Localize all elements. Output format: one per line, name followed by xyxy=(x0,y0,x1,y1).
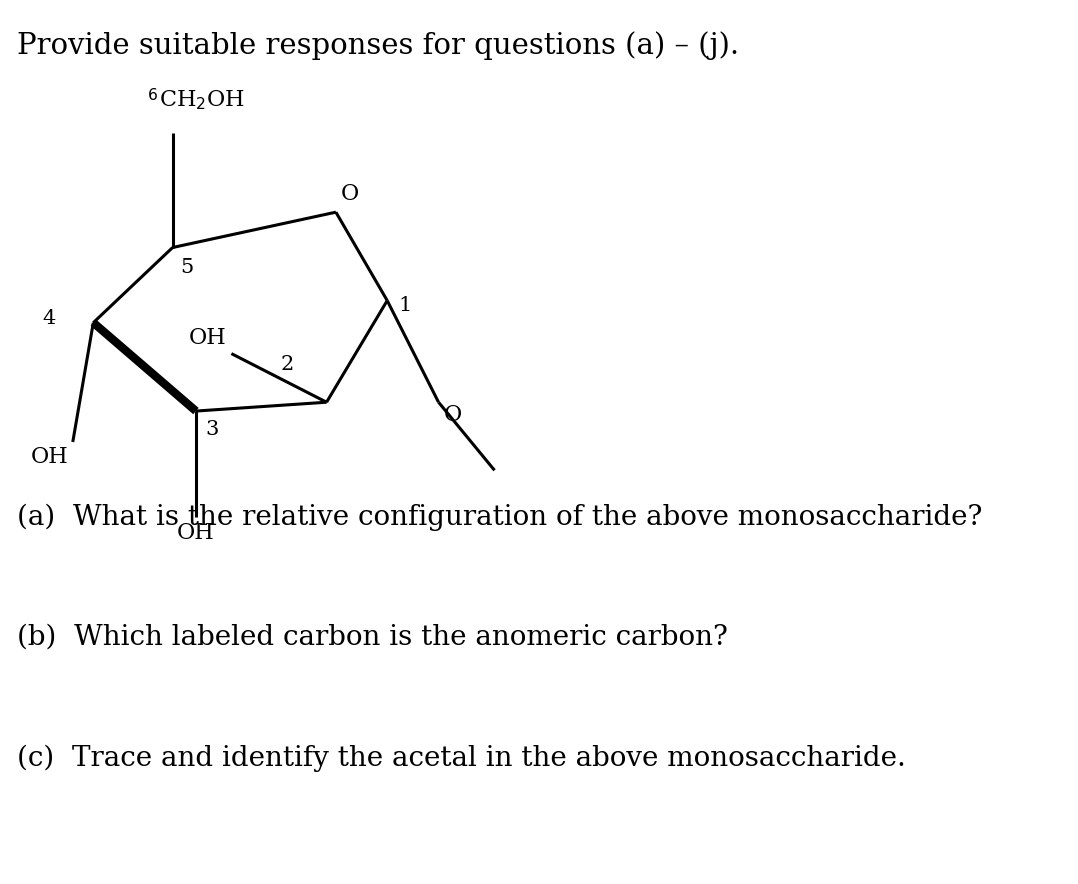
Text: $^6$: $^6$ xyxy=(148,88,158,110)
Text: 2: 2 xyxy=(280,354,294,374)
Text: CH$_2$OH: CH$_2$OH xyxy=(158,88,245,112)
Text: 3: 3 xyxy=(205,420,219,438)
Text: OH: OH xyxy=(177,522,215,544)
Text: O: O xyxy=(444,404,462,426)
Text: 5: 5 xyxy=(180,258,193,277)
Text: (c)  Trace and identify the acetal in the above monosaccharide.: (c) Trace and identify the acetal in the… xyxy=(17,744,906,772)
Text: 4: 4 xyxy=(42,309,55,328)
Text: 1: 1 xyxy=(399,296,412,315)
Text: Provide suitable responses for questions (a) – (j).: Provide suitable responses for questions… xyxy=(17,31,738,60)
Text: O: O xyxy=(341,183,359,205)
Text: OH: OH xyxy=(189,327,226,349)
Text: (a)  What is the relative configuration of the above monosaccharide?: (a) What is the relative configuration o… xyxy=(17,504,982,531)
Text: (b)  Which labeled carbon is the anomeric carbon?: (b) Which labeled carbon is the anomeric… xyxy=(17,623,728,651)
Text: OH: OH xyxy=(30,446,68,469)
